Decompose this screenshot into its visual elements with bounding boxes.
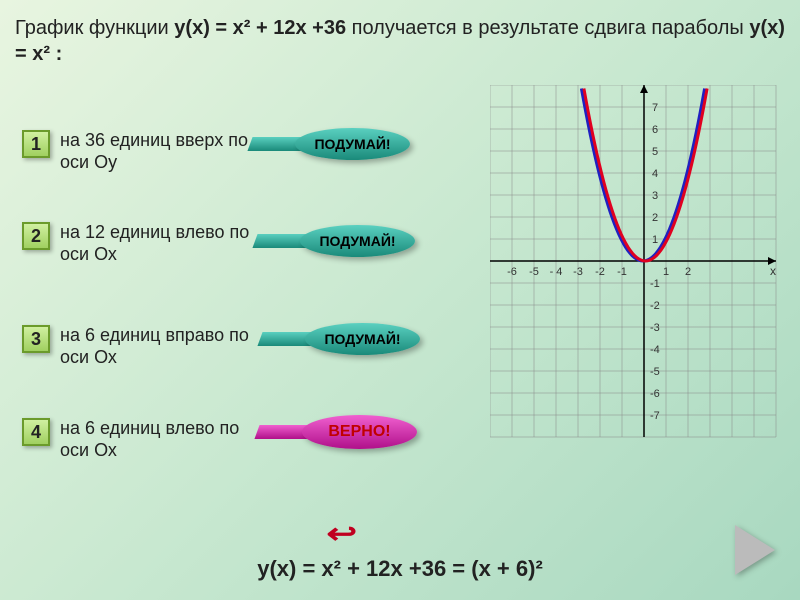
answer-formula: y(x) = x² + 12x +36 = (х + 6)² [0,556,800,582]
svg-text:-2: -2 [650,300,660,312]
svg-text:- 4: - 4 [550,266,563,278]
svg-text:1: 1 [663,266,669,278]
svg-text:7: 7 [652,102,658,114]
q-formula1: y(x) = x² + 12x +36 [174,17,346,39]
option-2: 2 на 12 единиц влево по оси Ох [22,222,260,265]
svg-text:2: 2 [652,212,658,224]
option-text-2: на 12 единиц влево по оси Ох [60,222,260,265]
svg-text:5: 5 [652,146,658,158]
svg-text:2: 2 [685,266,691,278]
question-text: График функции y(x) = x² + 12x +36 получ… [15,15,800,67]
return-arrow-icon: ↩ [326,517,357,550]
callout-label: ВЕРНО! [302,415,417,449]
svg-text:-5: -5 [529,266,539,278]
option-number-4[interactable]: 4 [22,418,50,446]
svg-text:3: 3 [652,190,658,202]
q-prefix: График функции [15,17,174,39]
option-3: 3 на 6 единиц вправо по оси Ох [22,325,260,368]
option-number-3[interactable]: 3 [22,325,50,353]
option-text-3: на 6 единиц вправо по оси Ох [60,325,260,368]
coordinate-graph: -6-5- 4-3-2-112x1234567-1-2-3-4-5-6-7 [490,85,780,455]
correct-callout: ВЕРНО! [302,415,417,449]
option-text-1: на 36 единиц вверх по оси Оу [60,130,260,173]
svg-text:-5: -5 [650,366,660,378]
svg-text:-7: -7 [650,410,660,422]
svg-text:-4: -4 [650,344,660,356]
svg-text:-1: -1 [617,266,627,278]
think-callout-0: ПОДУМАЙ! [295,128,410,160]
callout-label: ПОДУМАЙ! [300,225,415,257]
svg-text:4: 4 [652,168,658,180]
option-number-2[interactable]: 2 [22,222,50,250]
option-text-4: на 6 единиц влево по оси Ох [60,418,260,461]
svg-text:-3: -3 [650,322,660,334]
option-1: 1 на 36 единиц вверх по оси Оу [22,130,260,173]
svg-text:-3: -3 [573,266,583,278]
option-4: 4 на 6 единиц влево по оси Ох [22,418,260,461]
svg-text:1: 1 [652,234,658,246]
think-callout-2: ПОДУМАЙ! [305,323,420,355]
option-number-1[interactable]: 1 [22,130,50,158]
q-middle: получается в результате сдвига параболы [352,17,750,39]
svg-text:x: x [770,264,776,278]
next-button[interactable] [735,525,775,575]
think-callout-1: ПОДУМАЙ! [300,225,415,257]
svg-text:-6: -6 [507,266,517,278]
callout-label: ПОДУМАЙ! [305,323,420,355]
svg-text:6: 6 [652,124,658,136]
svg-text:-2: -2 [595,266,605,278]
svg-text:-1: -1 [650,278,660,290]
svg-text:-6: -6 [650,388,660,400]
callout-label: ПОДУМАЙ! [295,128,410,160]
